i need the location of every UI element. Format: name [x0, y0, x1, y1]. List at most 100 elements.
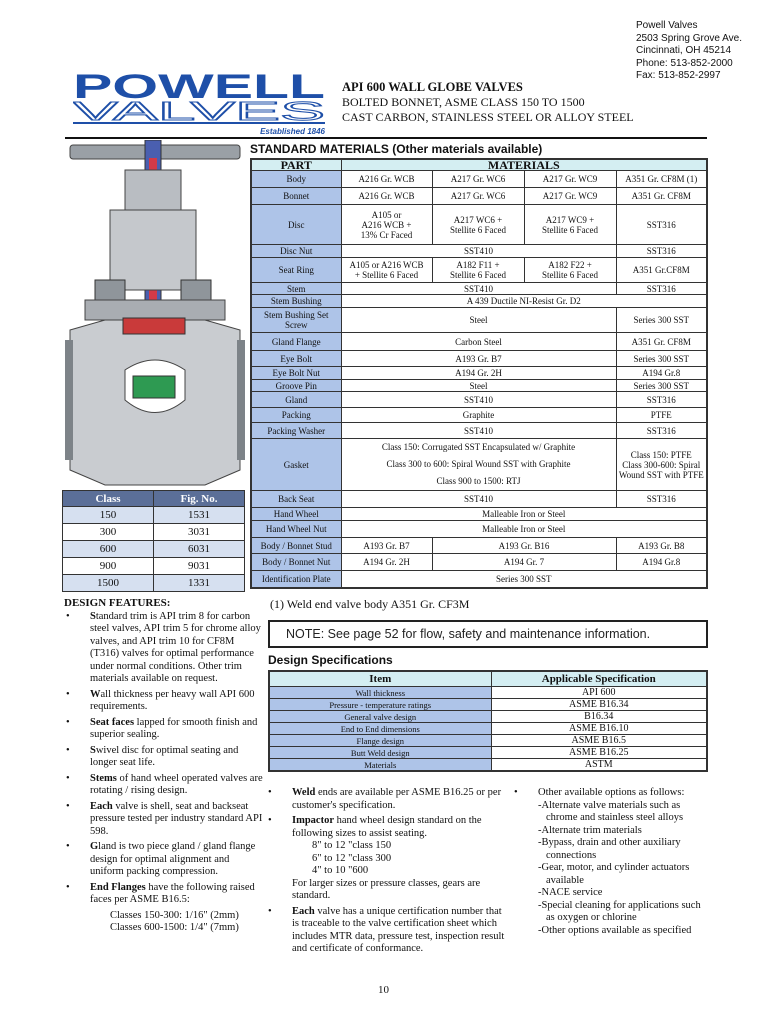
table-row: 600 6031	[62, 540, 245, 558]
material-cell: Steel	[340, 307, 617, 333]
table-row: General valve design B16.34	[268, 710, 708, 723]
impactor-bullet: Impactor hand wheel design standard on t…	[266, 815, 506, 903]
material-cell: SST410	[340, 282, 617, 295]
bullet-lead: Each	[292, 905, 315, 917]
material-cell: A351 Gr. CF8M	[615, 187, 708, 205]
part-cell: Back Seat	[250, 490, 342, 508]
option-item: -Bypass, drain and other auxiliary conne…	[538, 837, 681, 861]
table-row: Seat Ring A105 or A216 WCB + Stellite 6 F…	[250, 257, 708, 283]
item-cell: Flange design	[268, 734, 492, 747]
table-row: Butt Weld design ASME B16.25	[268, 746, 708, 759]
material-cell: Graphite	[340, 407, 617, 423]
material-cell: Class 150: Corrugated SST Encapsulated w…	[340, 438, 617, 491]
bullet-lead: Impactor	[292, 815, 334, 826]
material-cell: A193 Gr. B16	[431, 537, 617, 554]
flange-line: Classes 150-300: 1/16" (2mm)	[110, 909, 239, 921]
material-cell: A193 Gr. B7	[340, 350, 617, 367]
svg-text:VALVES: VALVES	[73, 96, 325, 126]
material-cell: A194 Gr.8	[615, 366, 708, 380]
material-cell: Series 300 SST	[615, 379, 708, 392]
material-cell: PTFE	[615, 407, 708, 423]
part-cell: Eye Bolt	[250, 350, 342, 367]
material-cell: A216 Gr. WCB	[340, 170, 433, 188]
class-figure-table: Class Fig. No. 150 1531 300 3031 600 6031 900 9…	[62, 490, 245, 592]
material-cell: SST316	[615, 282, 708, 295]
table-row: 900 9031	[62, 557, 245, 575]
address-line: Fax: 513-852-2997	[636, 70, 721, 81]
material-cell: SST316	[615, 204, 708, 245]
table-row: Body / Bonnet Nut A194 Gr. 2H A194 Gr. 7 A1…	[250, 553, 708, 571]
table-row: Materials ASTM	[268, 758, 708, 772]
table-row: End to End dimensions ASME B16.10	[268, 722, 708, 735]
table-row: 300 3031	[62, 523, 245, 541]
other-options: Other available options as follows: -Alt…	[512, 787, 712, 940]
certification-bullet: Each valve has a unique certification nu…	[266, 906, 506, 956]
table-row: Pressure - temperature ratings ASME B16.3…	[268, 698, 708, 711]
spec-cell: ASME B16.5	[490, 734, 708, 747]
feature-item: Standard trim is API trim 8 for carbon s…	[64, 611, 264, 686]
table-row: Back Seat SST410 SST316	[250, 490, 708, 508]
class-cell: 150	[62, 506, 154, 524]
note-box: NOTE: See page 52 for flow, safety and m…	[268, 620, 708, 648]
material-cell: Series 300 SST	[340, 570, 708, 588]
valve-cross-section-drawing	[65, 139, 245, 490]
standard-materials-table: PART MATERIALS Body A216 Gr. WCB A217 Gr. …	[250, 158, 709, 589]
bullet-lead: Weld	[292, 787, 316, 798]
additional-features: Weld ends are available per ASME B16.25 …	[266, 787, 506, 959]
feature-lead: S	[90, 610, 96, 622]
material-cell: A351 Gr. CF8M	[615, 332, 708, 351]
part-cell: Gasket	[250, 438, 342, 491]
feature-text: lapped for smooth finish and superior se…	[90, 716, 258, 741]
header-fig-no: Fig. No.	[153, 490, 245, 507]
fig-no-cell: 9031	[153, 557, 245, 575]
table-row: Gland Flange Carbon Steel A351 Gr. CF8M	[250, 332, 708, 351]
material-cell: A217 WC6 + Stellite 6 Faced	[431, 204, 525, 245]
material-cell: A194 Gr. 2H	[340, 366, 617, 380]
feature-lead: S	[90, 744, 96, 756]
impactor-size: 8" to 12 "class 150	[312, 840, 392, 851]
part-cell: Seat Ring	[250, 257, 342, 283]
class-cell: 600	[62, 540, 154, 558]
feature-item: Stems of hand wheel operated valves are …	[64, 773, 264, 798]
svg-text:Established 1846: Established 1846	[260, 127, 325, 136]
feature-lead: W	[90, 688, 101, 700]
bullet-text: hand wheel design standard on the follow…	[292, 815, 482, 839]
part-cell: Body / Bonnet Stud	[250, 537, 342, 554]
impactor-note: For larger sizes or pressure classes, ge…	[292, 877, 481, 902]
feature-text: valve is shell, seat and backseat pressu…	[90, 800, 263, 837]
spec-cell: ASME B16.10	[490, 722, 708, 735]
class-cell: 300	[62, 523, 154, 541]
header-spec: Applicable Specification	[490, 670, 708, 687]
header-materials: MATERIALS	[340, 158, 708, 171]
table-row: Body A216 Gr. WCB A217 Gr. WC6 A217 Gr. WC9…	[250, 170, 708, 188]
table-header-row: PART MATERIALS	[250, 158, 708, 171]
material-cell: A194 Gr. 7	[431, 553, 617, 571]
material-cell: SST316	[615, 422, 708, 439]
other-options-lead: Other available options as follows:	[538, 787, 685, 798]
table-row: Wall thickness API 600	[268, 686, 708, 699]
design-features: DESIGN FEATURES: Standard trim is API tr…	[64, 597, 264, 935]
feature-lead: End Flanges	[90, 881, 146, 893]
feature-lead: Each	[90, 800, 113, 812]
option-item: -Special cleaning for applications such …	[538, 899, 701, 924]
bullet-text: valve has a unique certification number …	[292, 905, 505, 955]
fig-no-cell: 1531	[153, 506, 245, 524]
material-cell: SST410	[340, 244, 617, 258]
title-main: API 600 WALL GLOBE VALVES	[342, 80, 523, 94]
feature-text: land is two piece gland / gland flange d…	[90, 841, 256, 877]
part-cell: Disc Nut	[250, 244, 342, 258]
material-cell: A217 WC9 + Stellite 6 Faced	[523, 204, 617, 245]
fig-no-cell: 1331	[153, 574, 245, 592]
part-cell: Groove Pin	[250, 379, 342, 392]
bullet-text: ends are available per ASME B16.25 or pe…	[292, 787, 502, 811]
part-cell: Identification Plate	[250, 570, 342, 588]
powell-valves-logo: POWELL VALVES Established 1846	[73, 68, 328, 136]
item-cell: Wall thickness	[268, 686, 492, 699]
other-options-bullet: Other available options as follows: -Alt…	[512, 787, 712, 937]
spec-cell: ASME B16.34	[490, 698, 708, 711]
item-cell: General valve design	[268, 710, 492, 723]
part-cell: Disc	[250, 204, 342, 245]
material-cell: Steel	[340, 379, 617, 392]
material-cell: A182 F11 + Stellite 6 Faced	[431, 257, 525, 283]
feature-item: Wall thickness per heavy wall API 600 re…	[64, 689, 264, 714]
